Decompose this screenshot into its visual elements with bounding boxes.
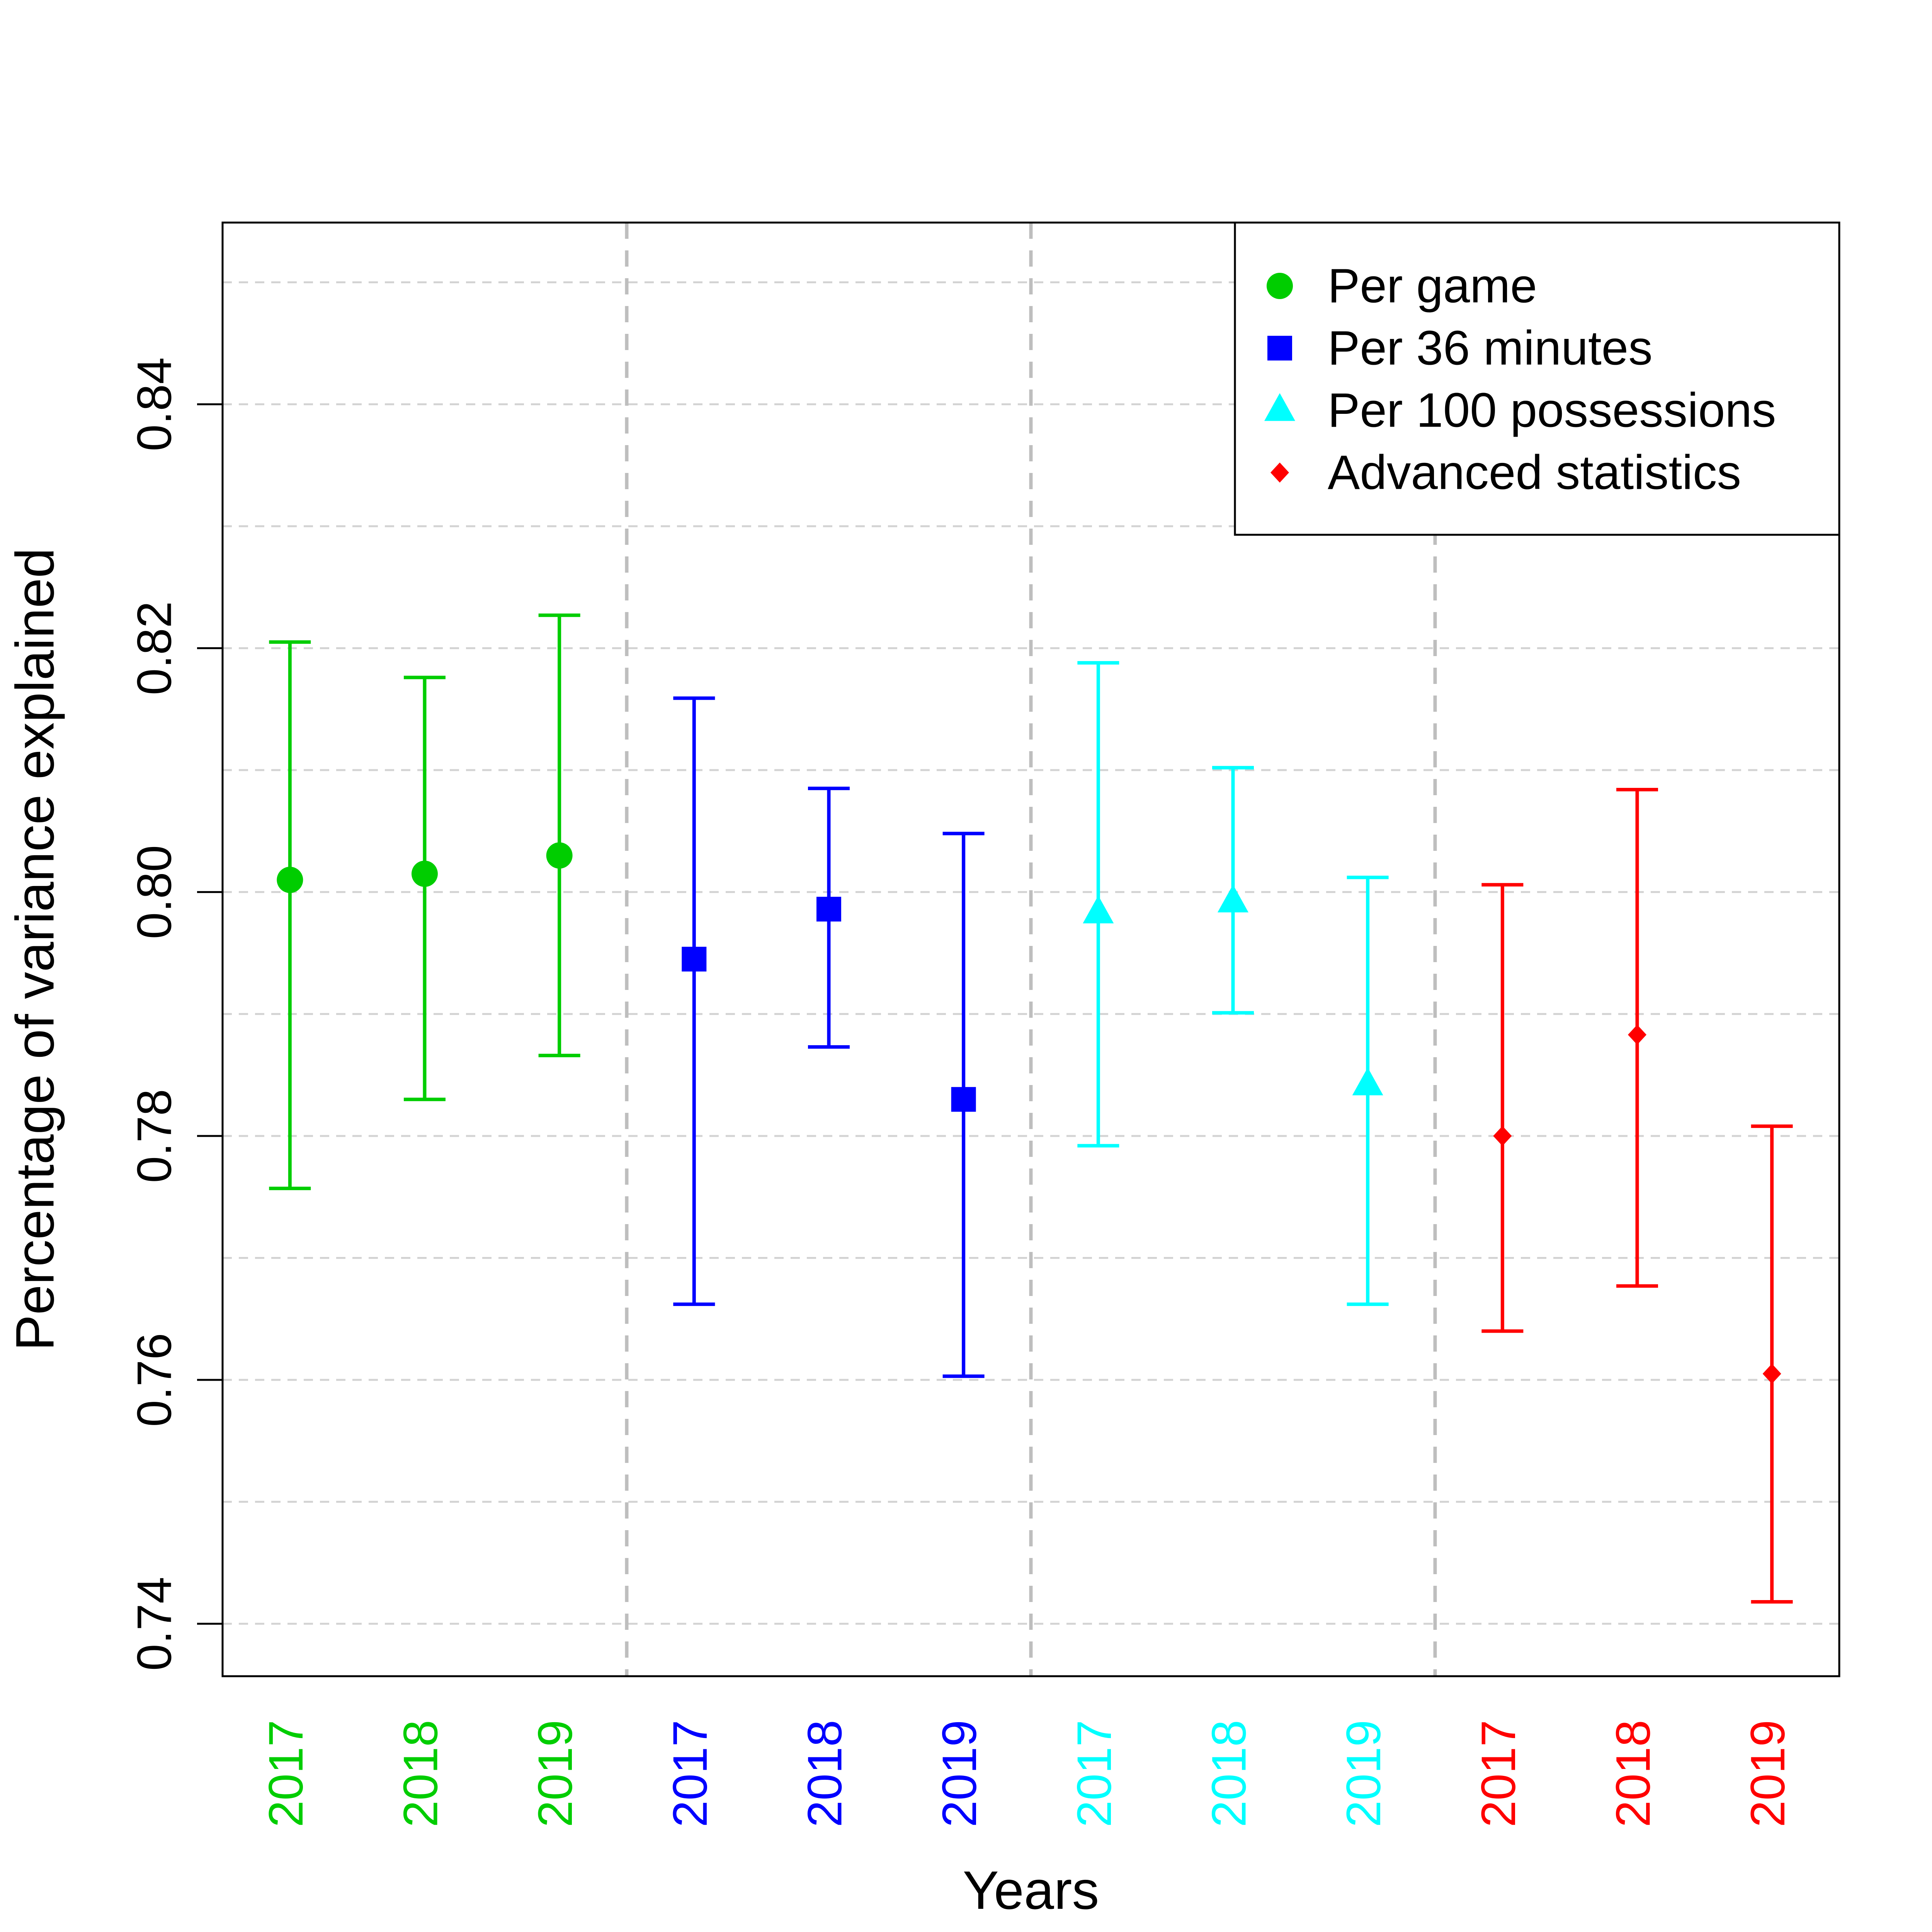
point-marker	[412, 861, 438, 887]
x-axis: 2017 2018 2019 2017 2018 2019 2017 2018 2019 2017…	[259, 1720, 1795, 1827]
y-tick-label: 0.76	[128, 1333, 182, 1427]
point-marker	[951, 1087, 976, 1112]
legend-marker	[1267, 273, 1293, 299]
legend-label: Advanced statistics	[1328, 446, 1741, 500]
x-tick-label: 2017	[1068, 1720, 1121, 1827]
legend-box	[1234, 221, 1840, 536]
series-per-game	[269, 613, 580, 1190]
x-tick-label: 2017	[1472, 1720, 1526, 1827]
x-axis-title: Years	[963, 1860, 1099, 1920]
y-tick-label: 0.84	[128, 357, 182, 451]
point-marker	[1218, 884, 1248, 913]
x-tick-label: 2018	[394, 1720, 448, 1827]
y-tick-label: 0.78	[128, 1089, 182, 1183]
series-advanced-statistics	[1481, 788, 1793, 1604]
y-tick-label: 0.82	[128, 601, 182, 695]
y-tick-label: 0.74	[128, 1577, 182, 1671]
point-marker	[682, 947, 707, 972]
legend: Per game Per 36 minutes Per 100 possession…	[1234, 221, 1840, 536]
point-marker	[1762, 1364, 1781, 1384]
legend-label: Per 100 possessions	[1328, 384, 1776, 437]
legend-item: Per 100 possessions	[1264, 384, 1776, 437]
x-tick-label: 2019	[1337, 1720, 1391, 1827]
legend-marker	[1264, 393, 1295, 421]
series-layer	[269, 613, 1793, 1604]
x-tick-label: 2018	[798, 1720, 852, 1827]
legend-item: Per 36 minutes	[1267, 321, 1653, 375]
series-per-36-minutes	[673, 696, 985, 1378]
point-marker	[1352, 1067, 1383, 1095]
point-marker	[1083, 895, 1114, 923]
point-marker	[1628, 1024, 1646, 1045]
point-marker	[277, 867, 303, 893]
legend-label: Per 36 minutes	[1328, 321, 1653, 375]
series-per-100-possessions	[1077, 661, 1389, 1306]
point-marker	[1493, 1126, 1512, 1146]
plot-frame	[221, 221, 1840, 1677]
legend-marker	[1267, 336, 1292, 361]
x-tick-label: 2017	[259, 1720, 313, 1827]
x-tick-label: 2019	[529, 1720, 582, 1827]
y-axis-title: Percentage of variance explained	[5, 548, 65, 1351]
legend-item: Per game	[1267, 259, 1537, 313]
group-separators	[625, 223, 1437, 1676]
y-axis: 0.74 0.76 0.78 0.80 0.82 0.84	[128, 357, 223, 1671]
legend-marker	[1270, 463, 1289, 483]
legend-label: Per game	[1328, 259, 1537, 313]
x-tick-label: 2019	[1741, 1720, 1795, 1827]
point-marker	[816, 896, 841, 922]
point-marker	[546, 842, 573, 869]
x-tick-label: 2017	[663, 1720, 717, 1827]
x-tick-label: 2019	[933, 1720, 986, 1827]
x-tick-label: 2018	[1202, 1720, 1256, 1827]
y-tick-label: 0.80	[128, 845, 182, 939]
x-tick-label: 2018	[1607, 1720, 1660, 1827]
legend-item: Advanced statistics	[1270, 446, 1741, 500]
